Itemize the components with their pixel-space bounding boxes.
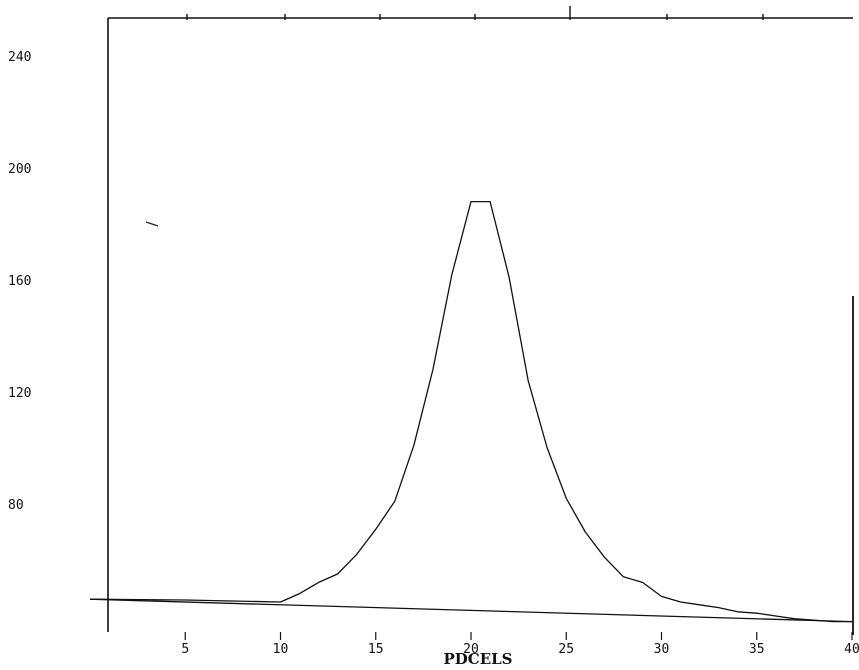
stray-mark <box>145 221 159 227</box>
x-axis-label: PDCELS <box>443 650 512 668</box>
series-curve <box>89 200 852 623</box>
x-tick-label-20: 20 <box>463 642 479 657</box>
series-baseline <box>89 598 853 623</box>
x-tick-label-35: 35 <box>749 642 765 657</box>
y-tick-label-80: 80 <box>8 498 24 513</box>
chart-marks <box>89 200 853 623</box>
y-tick-label-160: 160 <box>8 274 31 289</box>
x-tick-label-25: 25 <box>558 642 574 657</box>
chart-labels: 5 10 15 20 25 30 35 40 240 200 160 120 80 <box>8 50 859 657</box>
x-tick-label-40: 40 <box>844 642 859 657</box>
x-tick-label-30: 30 <box>654 642 670 657</box>
y-tick-label-240: 240 <box>8 50 31 65</box>
x-tick-label-10: 10 <box>273 642 289 657</box>
x-tick-label-5: 5 <box>181 642 189 657</box>
y-tick-label-120: 120 <box>8 386 31 401</box>
y-tick-label-200: 200 <box>8 162 31 177</box>
x-tick-label-15: 15 <box>368 642 384 657</box>
chart-axes <box>107 6 854 640</box>
